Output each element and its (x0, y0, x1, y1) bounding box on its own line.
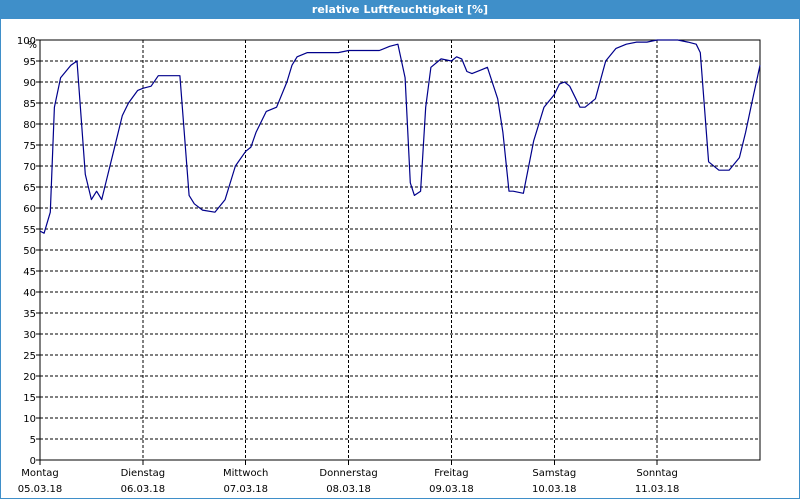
plot-border (39, 39, 761, 461)
y-tick-labels: 0 5 10 15 20 25 30 35 40 45 50 55 60 65 70 75 80 85 90 95 10… (17, 36, 36, 467)
y-tick-label: 25 (23, 351, 36, 362)
y-tick-label: 100 (17, 36, 36, 47)
y-tick-label: 45 (23, 267, 36, 278)
y-tick-label: 10 (23, 414, 36, 425)
y-tick-label: 40 (23, 288, 36, 299)
x-tick-weekday: Montag (21, 468, 58, 479)
y-tick-label: 80 (23, 120, 36, 131)
x-tick-weekday: Samstag (532, 468, 576, 479)
y-tick-label: 70 (23, 162, 36, 173)
data-series (39, 39, 761, 234)
x-tick-date: 11.03.18 (635, 484, 680, 495)
y-tick-label: 75 (23, 141, 36, 152)
x-tick-labels: Montag 05.03.18 Dienstag 06.03.18 Mittwoch 07… (18, 468, 680, 495)
x-tick-date: 06.03.18 (121, 484, 166, 495)
x-tick-date: 09.03.18 (429, 484, 474, 495)
grid-lines (40, 39, 760, 460)
x-tick-date: 05.03.18 (18, 484, 63, 495)
y-tick-label: 90 (23, 78, 36, 89)
y-tick-label: 60 (23, 204, 36, 215)
x-tick-weekday: Sonntag (636, 468, 678, 479)
y-tick-label: 50 (23, 246, 36, 257)
y-tick-label: 20 (23, 372, 36, 383)
x-tick-weekday: Dienstag (121, 468, 166, 479)
y-tick-label: 85 (23, 99, 36, 110)
y-tick-label: 0 (30, 456, 36, 467)
humidity-line (39, 39, 761, 234)
x-tick-weekday: Freitag (434, 468, 468, 479)
y-axis-unit-label: % (27, 40, 37, 51)
y-tick-label: 5 (30, 435, 36, 446)
y-tick-label: 65 (23, 183, 36, 194)
x-tick-date: 08.03.18 (326, 484, 371, 495)
x-tick-weekday: Mittwoch (223, 468, 268, 479)
y-tick-label: 35 (23, 309, 36, 320)
x-tick-date: 07.03.18 (223, 484, 268, 495)
y-tick-label: 30 (23, 330, 36, 341)
x-tick-weekday: Donnerstag (319, 468, 377, 479)
x-tick-date: 10.03.18 (532, 484, 577, 495)
y-tick-label: 95 (23, 57, 36, 68)
y-tick-label: 55 (23, 225, 36, 236)
axes (36, 39, 761, 465)
y-tick-label: 15 (23, 393, 36, 404)
chart-title: relative Luftfeuchtigkeit [%] (0, 0, 800, 19)
